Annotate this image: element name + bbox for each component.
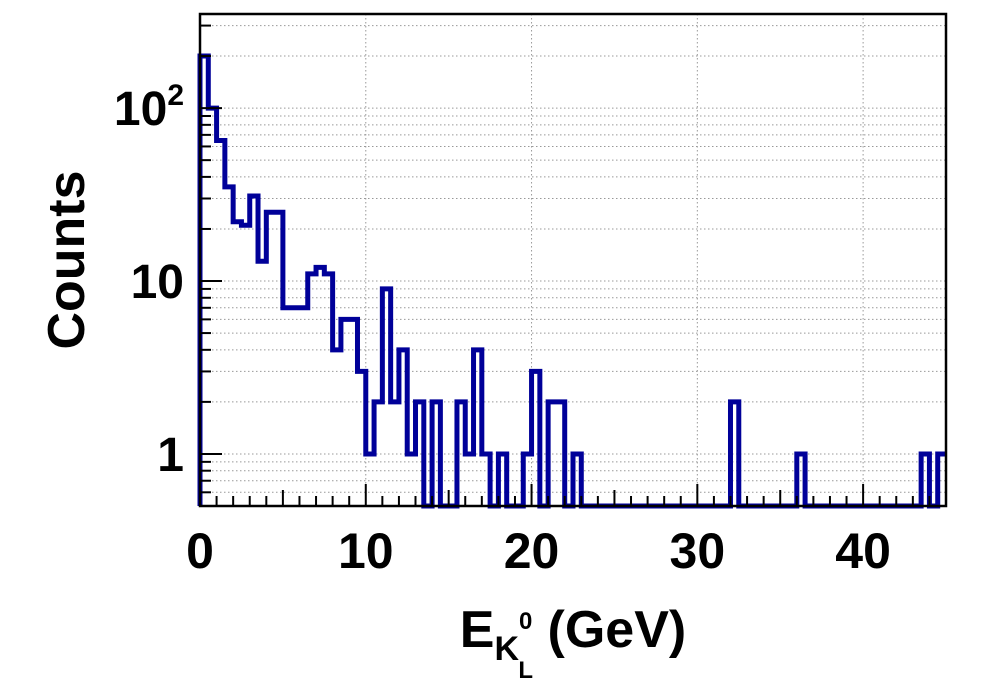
y-axis-title: Counts [38, 170, 96, 349]
x-tick-label: 40 [835, 523, 891, 579]
plot-frame [198, 12, 948, 508]
x-axis-title-main: E [460, 601, 495, 659]
x-tick-label: 0 [186, 523, 214, 579]
x-axis-title-sub: K [494, 630, 519, 668]
y-tick-label: 10 [131, 256, 184, 309]
y-tick-label: 102 [114, 79, 184, 136]
x-axis-title-subsub: L [518, 657, 533, 684]
x-axis-title: EK0 L (GeV) [460, 601, 686, 684]
x-tick-label: 10 [338, 523, 394, 579]
y-tick-label-exponent: 2 [167, 79, 184, 112]
x-tick-labels: 0 10 20 30 40 [186, 523, 891, 579]
x-tick-label: 20 [504, 523, 560, 579]
x-axis-title-sup: 0 [519, 608, 532, 635]
grid [200, 14, 946, 507]
y-tick-label-base: 10 [114, 83, 167, 136]
axis-ticks [199, 24, 947, 507]
y-tick-label: 1 [157, 429, 184, 482]
x-axis-title-unit: (GeV) [533, 601, 686, 659]
x-tick-label: 30 [670, 523, 726, 579]
